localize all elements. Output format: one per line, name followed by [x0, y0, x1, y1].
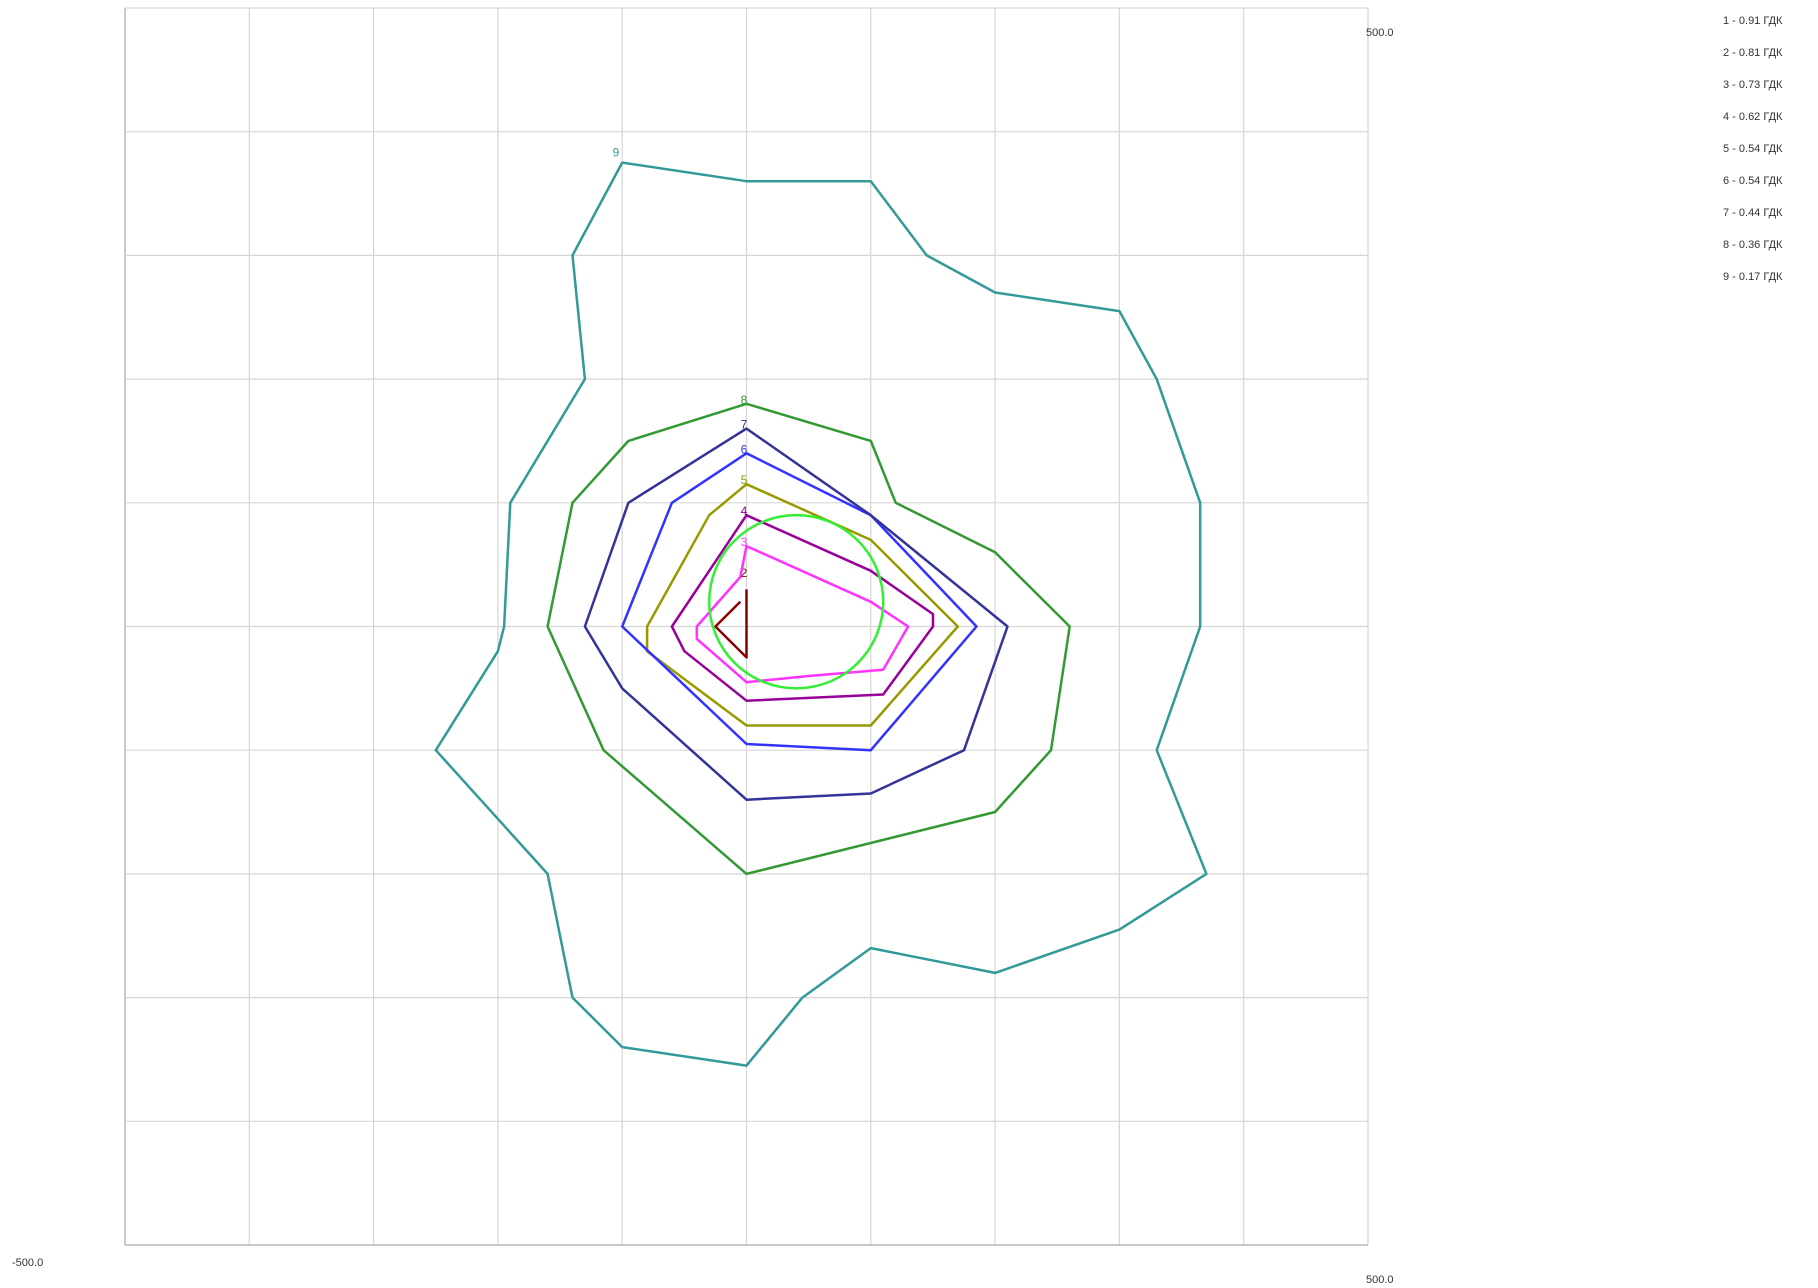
- contour-line-9: [434, 161, 1208, 1067]
- legend-item: 7 - 0.44 ГДК: [1723, 207, 1783, 219]
- contour-line-4: [670, 513, 935, 702]
- contour-label-9: 9: [613, 145, 620, 159]
- legend-item: 3 - 0.73 ГДК: [1723, 79, 1783, 91]
- contour-series: 2 3 4 5 6 7 8 9: [434, 145, 1208, 1067]
- contour-label-4: 4: [741, 504, 748, 518]
- legend-item: 2 - 0.81 ГДК: [1723, 47, 1783, 59]
- corner-label-top-right: 500.0: [1366, 27, 1394, 39]
- legend-item: 1 - 0.91 ГДК: [1723, 15, 1783, 27]
- legend: 1 - 0.91 ГДК 2 - 0.81 ГДК 3 - 0.73 ГДК 4…: [1723, 15, 1783, 283]
- contour-line-6: [620, 452, 978, 752]
- contour-line-5: [645, 482, 960, 727]
- contour-label-5: 5: [741, 473, 748, 487]
- contour-label-2: 2: [741, 566, 748, 580]
- contour-label-8: 8: [741, 393, 748, 407]
- legend-item: 5 - 0.54 ГДК: [1723, 143, 1783, 155]
- legend-item: 9 - 0.17 ГДК: [1723, 271, 1783, 283]
- legend-item: 6 - 0.54 ГДК: [1723, 175, 1783, 187]
- source-circle: [707, 513, 885, 690]
- contour-label-7: 7: [741, 418, 748, 432]
- legend-item: 4 - 0.62 ГДК: [1723, 111, 1783, 123]
- contour-line-2: [714, 589, 748, 659]
- contour-line-7: [583, 427, 1009, 801]
- contour-line-8: [546, 402, 1071, 876]
- legend-item: 8 - 0.36 ГДК: [1723, 239, 1783, 251]
- corner-label-bottom-right: 500.0: [1366, 1274, 1394, 1286]
- grid: [124, 7, 1369, 1246]
- contour-label-3: 3: [741, 535, 748, 549]
- corner-label-bottom-left: -500.0: [12, 1257, 43, 1269]
- contour-label-6: 6: [741, 442, 748, 456]
- contour-line-3: [695, 544, 910, 684]
